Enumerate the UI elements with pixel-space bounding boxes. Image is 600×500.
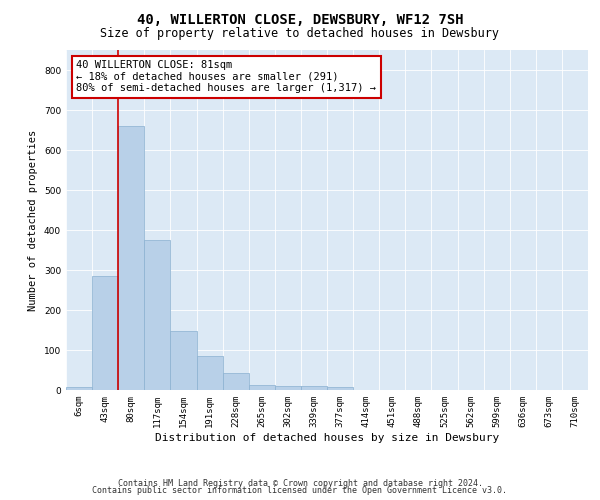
Bar: [249, 385, 275, 390]
Bar: [197, 356, 223, 390]
Bar: [223, 373, 249, 390]
Bar: [275, 386, 301, 390]
Bar: [66, 387, 92, 390]
Bar: [118, 126, 145, 390]
Text: Contains public sector information licensed under the Open Government Licence v3: Contains public sector information licen…: [92, 486, 508, 495]
Text: 40 WILLERTON CLOSE: 81sqm
← 18% of detached houses are smaller (291)
80% of semi: 40 WILLERTON CLOSE: 81sqm ← 18% of detac…: [76, 60, 376, 94]
Bar: [145, 240, 170, 390]
Y-axis label: Number of detached properties: Number of detached properties: [28, 130, 38, 310]
X-axis label: Distribution of detached houses by size in Dewsbury: Distribution of detached houses by size …: [155, 432, 499, 442]
Bar: [92, 276, 118, 390]
Text: 40, WILLERTON CLOSE, DEWSBURY, WF12 7SH: 40, WILLERTON CLOSE, DEWSBURY, WF12 7SH: [137, 12, 463, 26]
Text: Contains HM Land Registry data © Crown copyright and database right 2024.: Contains HM Land Registry data © Crown c…: [118, 478, 482, 488]
Bar: [170, 331, 197, 390]
Text: Size of property relative to detached houses in Dewsbury: Size of property relative to detached ho…: [101, 28, 499, 40]
Bar: [327, 387, 353, 390]
Bar: [301, 386, 327, 390]
